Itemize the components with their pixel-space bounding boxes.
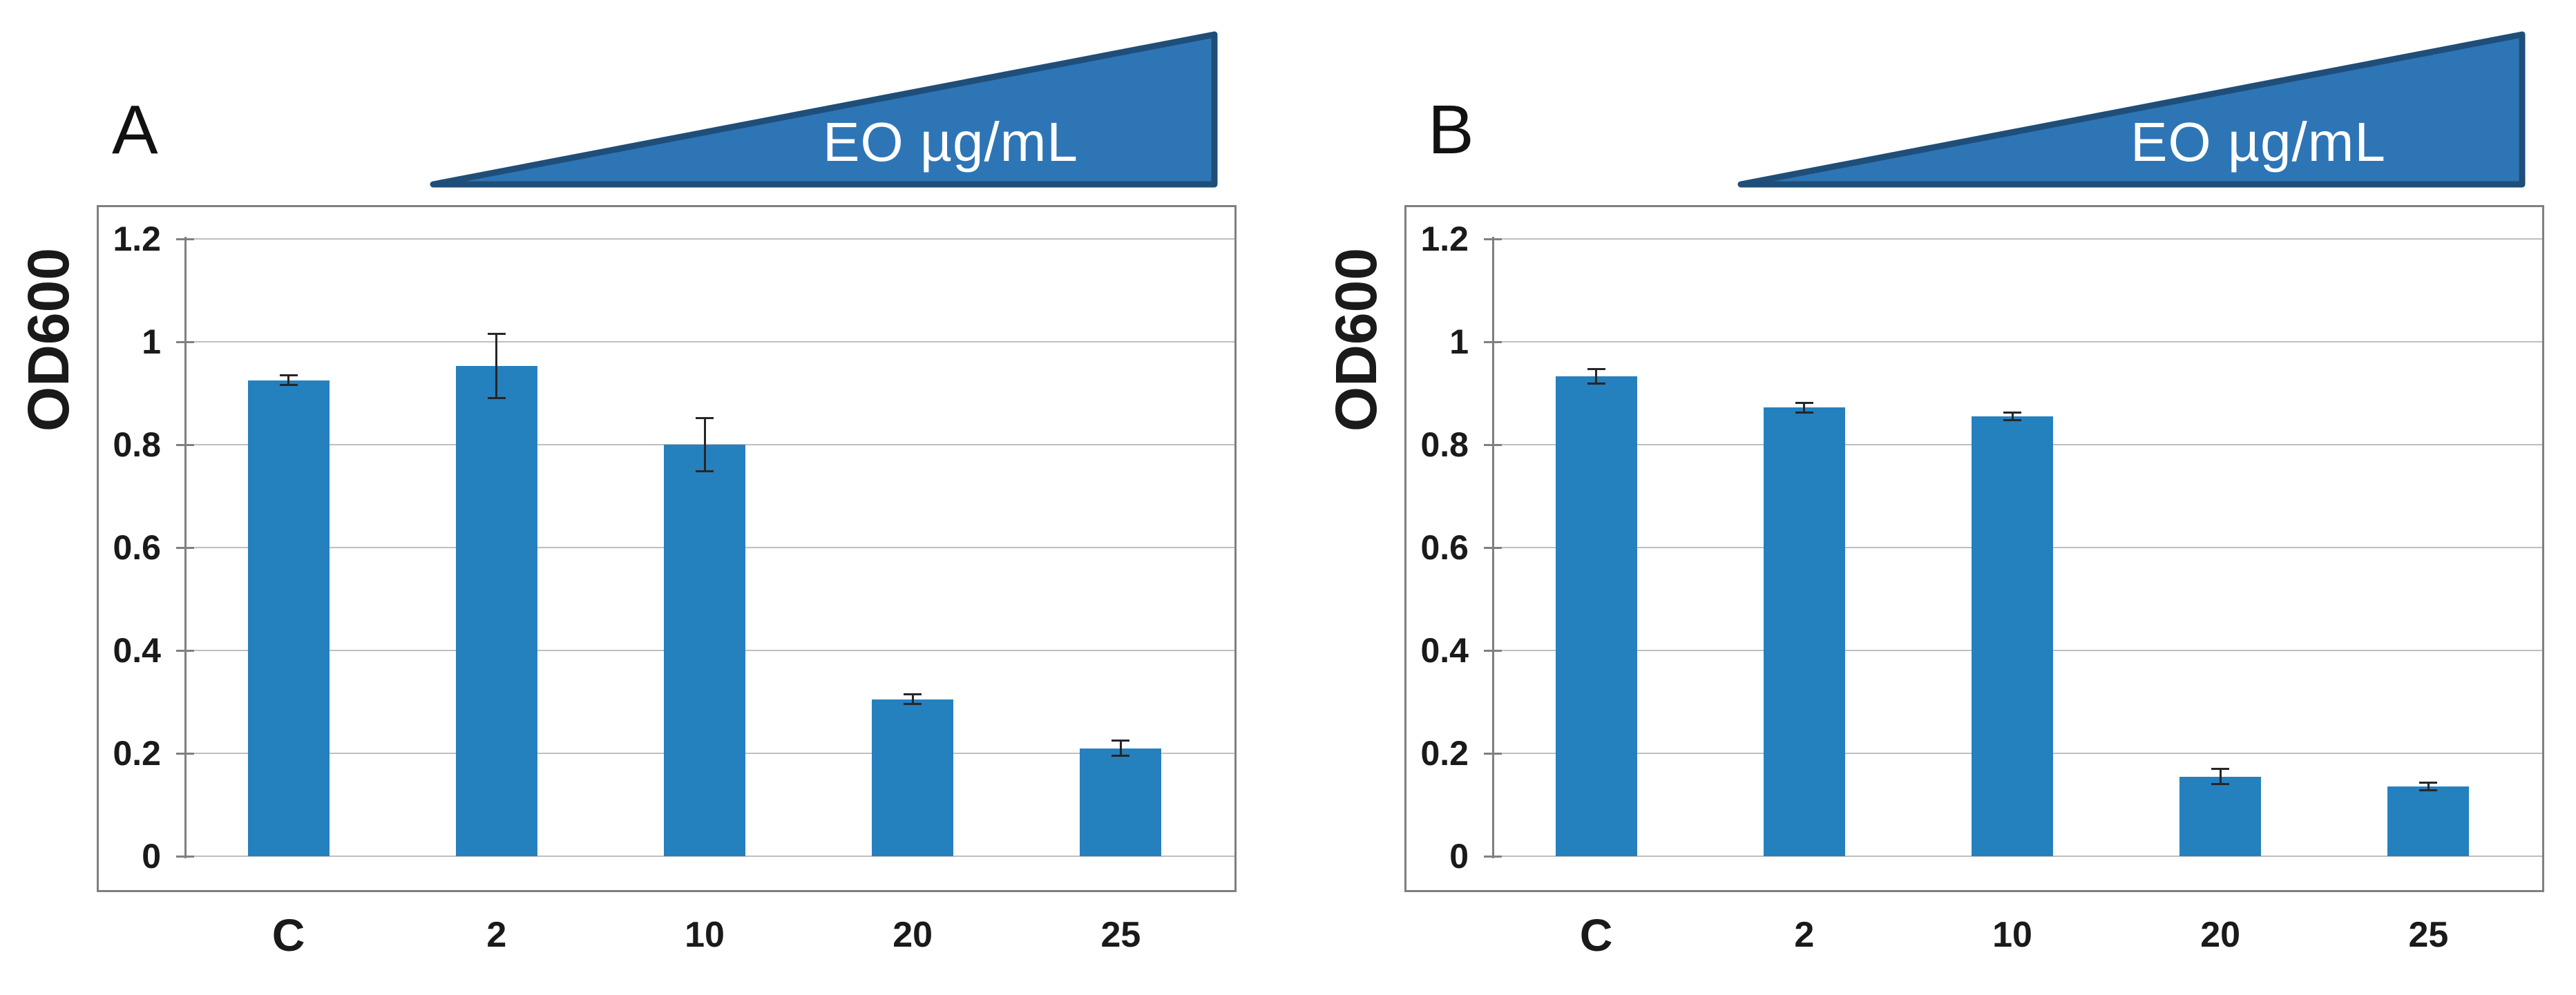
bar — [1763, 407, 1845, 856]
error-bar-cap-bottom — [2003, 418, 2021, 421]
x-category-label: 2 — [1794, 915, 1815, 955]
y-axis-line — [184, 237, 187, 858]
error-bar — [2011, 412, 2014, 421]
concentration-gradient-triangle-icon — [430, 31, 1218, 188]
y-tick-label: 0 — [1449, 837, 1469, 876]
error-bar — [703, 417, 706, 472]
y-tick-label: 1 — [1449, 322, 1469, 361]
gridline — [1492, 856, 2542, 857]
x-category-label: 10 — [1992, 915, 2032, 955]
x-category-label: 25 — [1100, 915, 1141, 955]
y-tick-label: 0.6 — [113, 528, 161, 567]
error-bar-cap-top — [2003, 412, 2021, 414]
x-category-label: C — [271, 909, 305, 960]
error-bar — [1595, 368, 1598, 385]
gridline — [1492, 341, 2542, 342]
error-bar-cap-bottom — [279, 384, 298, 387]
error-bar-cap-top — [487, 333, 506, 336]
error-bar-cap-bottom — [2419, 789, 2438, 791]
triangle-annotation: EO µg/mL — [823, 111, 1078, 173]
triangle-shape — [1737, 31, 2526, 188]
error-bar-cap-bottom — [696, 470, 714, 473]
panel-B: B EO µg/mL OD600 1.2 1 0.8 0.6 0.4 0.2 0 C 2 10 2… — [1324, 0, 2544, 995]
bar — [2179, 776, 2262, 856]
error-bar — [287, 375, 290, 386]
error-bar-cap-bottom — [487, 396, 506, 399]
error-bar-cap-top — [1587, 367, 1605, 370]
y-tick-label: 0.8 — [113, 425, 161, 464]
error-bar — [2427, 782, 2430, 791]
y-tick-label: 0.6 — [1420, 528, 1469, 567]
bar — [1080, 748, 1162, 856]
error-bar-cap-top — [1112, 739, 1130, 742]
y-tick-label: 1.2 — [1420, 220, 1469, 258]
gridline — [184, 856, 1234, 857]
y-tick-label: 0.8 — [1420, 425, 1469, 464]
error-bar-cap-top — [904, 693, 922, 696]
error-bar — [2219, 768, 2222, 785]
triangle-shape — [430, 31, 1218, 188]
plot-canvas: 1.2 1 0.8 0.6 0.4 0.2 0 — [1406, 207, 2542, 890]
gridline — [184, 341, 1234, 342]
y-tick-label: 1.2 — [113, 220, 161, 258]
error-bar — [911, 694, 914, 705]
x-category-label: C — [1579, 909, 1613, 960]
y-tick-label: 1 — [142, 322, 161, 361]
error-bar-cap-bottom — [1587, 383, 1605, 385]
panel-label: B — [1428, 91, 1474, 168]
error-bar-cap-bottom — [904, 703, 922, 706]
error-bar-cap-top — [1795, 401, 1813, 404]
x-category-label: 20 — [2200, 915, 2241, 955]
y-tick-label: 0.2 — [1420, 734, 1469, 773]
y-tick-label: 0 — [142, 837, 161, 876]
bar — [247, 380, 330, 856]
plot-canvas: 1.2 1 0.8 0.6 0.4 0.2 0 — [99, 207, 1234, 890]
y-tick-label: 0.4 — [1420, 631, 1469, 670]
bar — [664, 445, 745, 856]
x-category-label: 25 — [2408, 915, 2449, 955]
error-bar — [1119, 740, 1122, 757]
error-bar — [1803, 402, 1806, 413]
bar — [1555, 376, 1637, 856]
bar — [872, 699, 954, 856]
error-bar-cap-top — [279, 374, 298, 377]
error-bar-cap-top — [2419, 781, 2438, 784]
x-category-label: 20 — [893, 915, 933, 955]
x-category-label: 10 — [685, 915, 725, 955]
gridline — [1492, 238, 2542, 240]
y-axis-line — [1492, 237, 1494, 858]
error-bar — [495, 334, 498, 398]
plot-area: 1.2 1 0.8 0.6 0.4 0.2 0 — [1404, 205, 2544, 892]
error-bar-cap-bottom — [1795, 411, 1813, 414]
triangle-annotation: EO µg/mL — [2130, 111, 2386, 173]
x-category-label: 2 — [486, 915, 507, 955]
error-bar-cap-top — [696, 416, 714, 419]
bar — [455, 366, 537, 856]
y-tick-label: 0.4 — [113, 631, 161, 670]
panel-A: A EO µg/mL OD600 1.2 1 0.8 0.6 0.4 0.2 0 C 2 10 2… — [16, 0, 1237, 995]
gridline — [184, 238, 1234, 240]
error-bar-cap-bottom — [1112, 755, 1130, 757]
error-bar-cap-top — [2211, 767, 2230, 770]
bar — [2387, 786, 2470, 856]
concentration-gradient-triangle-icon — [1737, 31, 2526, 188]
bar — [1972, 416, 2053, 856]
error-bar-cap-bottom — [2211, 783, 2230, 786]
plot-area: 1.2 1 0.8 0.6 0.4 0.2 0 — [97, 205, 1237, 892]
panel-label: A — [112, 91, 158, 168]
y-tick-label: 0.2 — [113, 734, 161, 773]
